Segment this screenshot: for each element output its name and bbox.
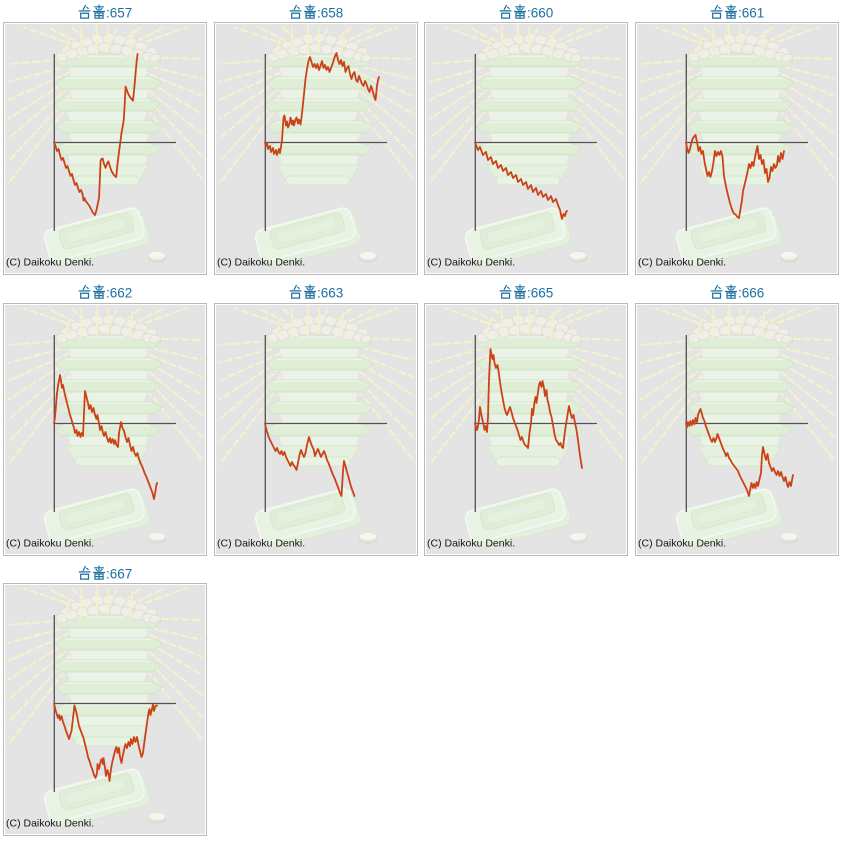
svg-text:(C) Daikoku Denki.: (C) Daikoku Denki. (6, 537, 94, 549)
svg-text:(C) Daikoku Denki.: (C) Daikoku Denki. (217, 537, 305, 549)
svg-text:(C) Daikoku Denki.: (C) Daikoku Denki. (638, 257, 726, 269)
svg-text::663: :663 (317, 286, 343, 299)
svg-text::657: :657 (106, 5, 132, 18)
svg-text:(C) Daikoku Denki.: (C) Daikoku Denki. (6, 257, 94, 269)
svg-text::667: :667 (106, 566, 132, 579)
svg-text::661: :661 (738, 5, 764, 18)
svg-text::660: :660 (527, 5, 553, 18)
svg-text::658: :658 (317, 5, 343, 18)
svg-text:(C) Daikoku Denki.: (C) Daikoku Denki. (217, 257, 305, 269)
svg-text:(C) Daikoku Denki.: (C) Daikoku Denki. (6, 818, 94, 830)
svg-text::665: :665 (527, 286, 553, 299)
svg-text:(C) Daikoku Denki.: (C) Daikoku Denki. (427, 257, 515, 269)
svg-text:(C) Daikoku Denki.: (C) Daikoku Denki. (638, 537, 726, 549)
svg-text:(C) Daikoku Denki.: (C) Daikoku Denki. (427, 537, 515, 549)
svg-text::662: :662 (106, 286, 132, 299)
svg-text::666: :666 (738, 286, 764, 299)
